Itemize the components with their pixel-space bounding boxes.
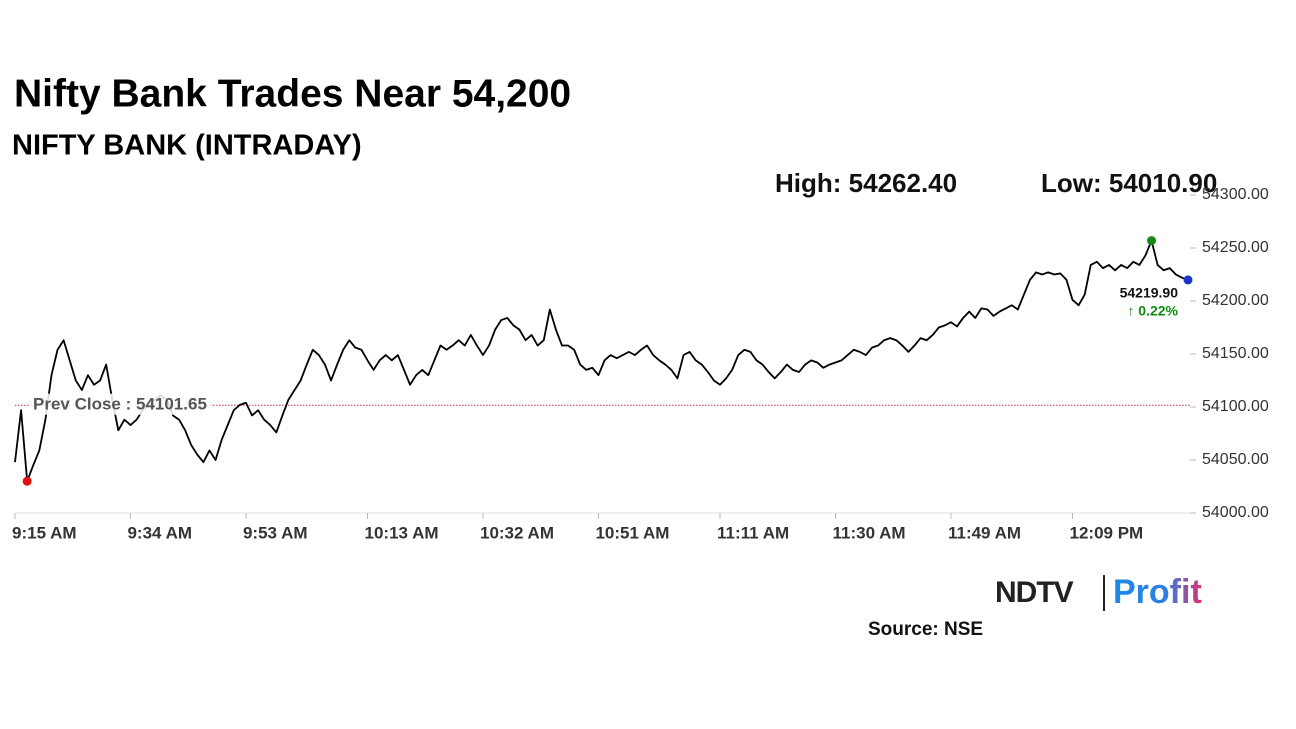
high-marker (1147, 236, 1157, 246)
last-marker (1183, 275, 1193, 285)
prev-close-label-bg (29, 393, 211, 415)
x-tick-label: 12:09 PM (1070, 523, 1144, 542)
x-tick-label: 10:32 AM (480, 523, 554, 542)
x-tick-label: 9:15 AM (12, 523, 77, 542)
chart-title: Nifty Bank Trades Near 54,200 (14, 72, 571, 115)
x-tick-label: 10:13 AM (365, 523, 439, 542)
low-label: Low: 54010.90 (1041, 168, 1217, 198)
y-tick-label: 54200.00 (1202, 292, 1269, 309)
low-marker (22, 476, 32, 486)
x-tick-label: 11:11 AM (717, 523, 789, 542)
x-tick-label: 11:30 AM (832, 523, 905, 542)
chart-subtitle: NIFTY BANK (INTRADAY) (12, 130, 362, 162)
y-tick-label: 54150.00 (1202, 345, 1269, 362)
y-tick-label: 54300.00 (1202, 186, 1269, 203)
x-tick-label: 11:49 AM (948, 523, 1021, 542)
logo-left: NDTV (995, 576, 1074, 609)
y-tick-label: 54100.00 (1202, 398, 1269, 415)
y-tick-label: 54250.00 (1202, 239, 1269, 256)
high-label: High: 54262.40 (775, 168, 957, 198)
price-line (14, 239, 1189, 483)
last-price-label: 54219.90 (1120, 285, 1179, 301)
x-tick-label: 10:51 AM (595, 523, 669, 542)
y-tick-label: 54000.00 (1202, 504, 1269, 521)
prev-close-label: Prev Close : 54101.65 (33, 395, 207, 414)
y-tick-label: 54050.00 (1202, 451, 1269, 468)
source: Source: NSE (868, 619, 983, 640)
change-label: ↑ 0.22% (1127, 303, 1178, 319)
x-tick-label: 9:53 AM (243, 523, 308, 542)
x-tick-label: 9:34 AM (127, 523, 192, 542)
logo-right: Profit (1113, 573, 1202, 611)
